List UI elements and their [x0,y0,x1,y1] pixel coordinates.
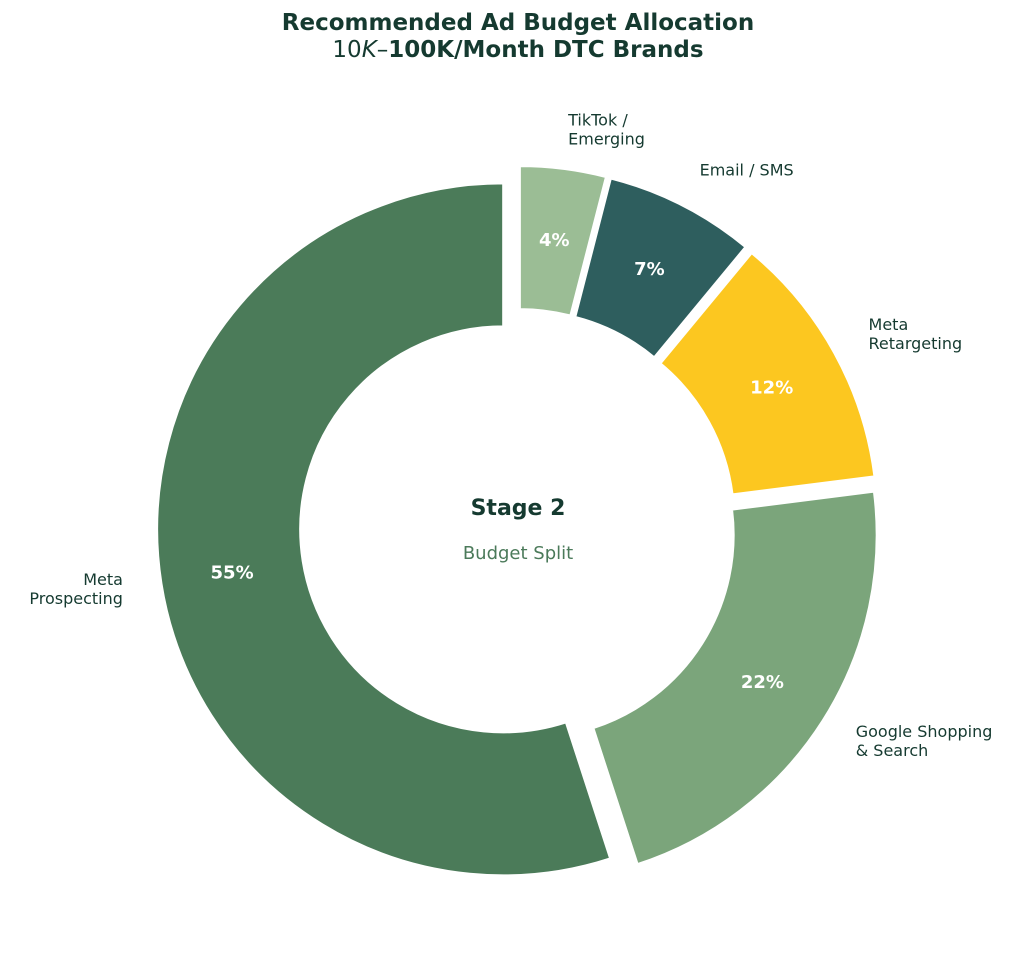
chart-title-rest: 100K/Month DTC Brands [388,37,703,63]
chart-title-dash: – [377,37,389,63]
outer-label-line: Email / SMS [700,161,794,180]
chart-title-prefix: 10 [332,37,361,63]
donut-slices [156,165,878,877]
pct-label-meta-prospecting: 55% [211,562,254,583]
slice-tiktok-emerging [518,165,608,317]
pct-label-email-sms: 7% [634,259,665,280]
outer-label-line: Meta [869,315,909,334]
outer-label-line: TikTok / [567,111,628,130]
outer-label-tiktok-emerging: TikTok / Emerging [567,111,645,149]
outer-label-line: Prospecting [29,589,123,608]
outer-label-line: Retargeting [869,334,963,353]
slice-meta-prospecting [156,182,612,877]
slice-google-shopping-search [592,490,878,866]
slice-meta-retargeting [659,251,876,496]
outer-label-meta-retargeting: Meta Retargeting [869,315,963,353]
pct-label-tiktok-emerging: 4% [539,230,570,251]
outer-label-google-shopping-search: Google Shopping & Search [856,722,993,760]
outer-label-email-sms: Email / SMS [700,161,794,180]
outer-label-meta-prospecting: Meta Prospecting [29,570,123,608]
percentage-labels: 4% 7% 12% 22% 55% [211,230,794,693]
slice-email-sms [574,177,747,359]
chart-title-line-2: 10K–100K/Month DTC Brands [332,37,703,63]
pct-label-google-shopping-search: 22% [741,672,784,693]
center-subtitle: Budget Split [463,543,573,564]
center-title: Stage 2 [471,496,566,521]
outer-label-line: Emerging [568,130,645,149]
outer-label-line: Google Shopping [856,722,993,741]
pct-label-meta-retargeting: 12% [750,378,793,399]
outer-label-line: Meta [83,570,123,589]
outer-label-line: & Search [856,741,929,760]
chart-title-line-1: Recommended Ad Budget Allocation [282,10,754,36]
chart-title-k: K [362,37,379,63]
